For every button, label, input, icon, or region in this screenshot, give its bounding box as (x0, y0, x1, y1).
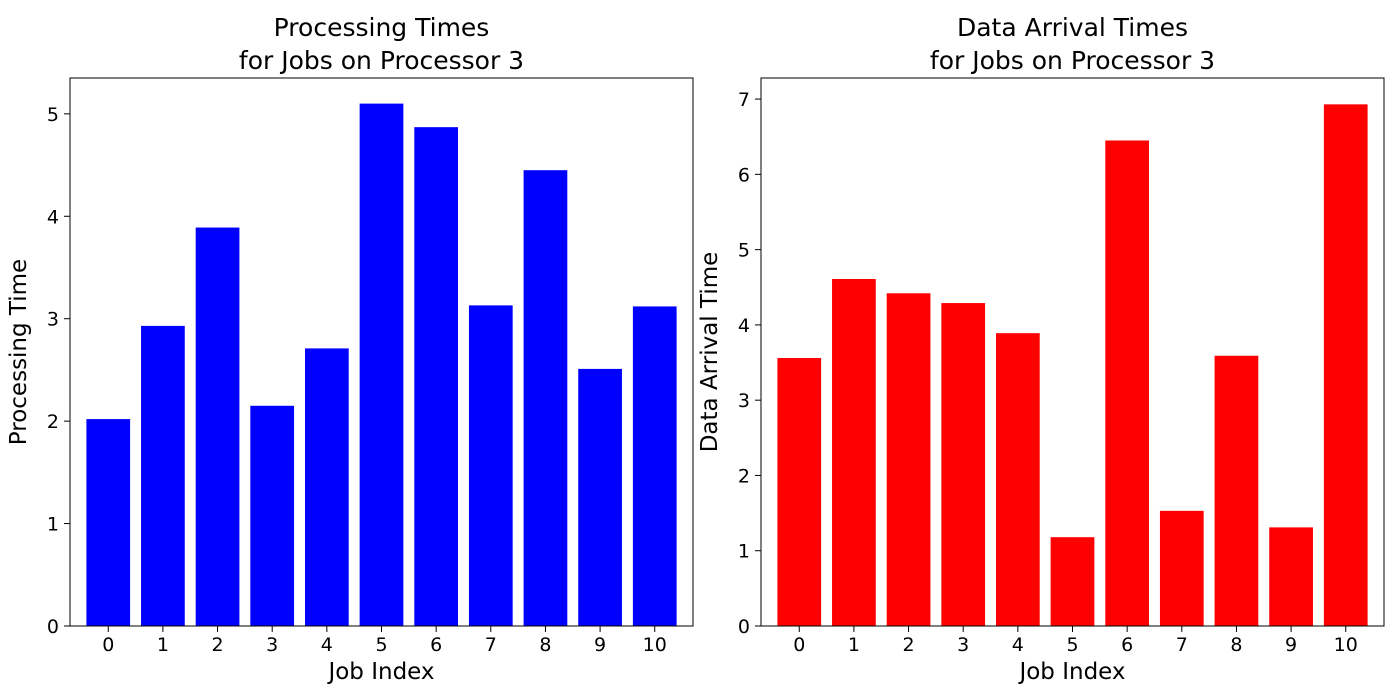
y-tick-label: 4 (738, 315, 750, 337)
bar-job-0 (86, 419, 131, 626)
chart-title-line-1: Data Arrival Times (957, 13, 1188, 42)
x-tick-label: 7 (1176, 634, 1188, 656)
y-axis-ticks: 0 1 2 3 4 5 6 7 (738, 89, 761, 638)
bar-job-5 (359, 103, 404, 626)
y-tick-label: 2 (738, 465, 750, 487)
x-tick-label: 3 (266, 634, 278, 656)
bar-job-3 (941, 303, 986, 626)
x-tick-label: 1 (157, 634, 169, 656)
bar-job-10 (1323, 104, 1368, 627)
chart-title-line-1: Processing Times (274, 13, 490, 42)
bar-job-8 (1214, 355, 1259, 626)
x-tick-label: 5 (1066, 634, 1078, 656)
bar-job-0 (777, 358, 822, 626)
bar-job-7 (1159, 510, 1204, 626)
bar-job-9 (1269, 527, 1313, 626)
x-tick-label: 0 (793, 634, 805, 656)
data-arrival-times-chart: Data Arrival Times for Jobs on Processor… (697, 13, 1385, 685)
bar-job-8 (523, 170, 568, 626)
y-tick-label: 0 (47, 616, 59, 638)
bar-job-7 (468, 305, 513, 626)
x-tick-label: 6 (1121, 634, 1133, 656)
y-tick-label: 7 (738, 89, 750, 111)
y-tick-label: 5 (738, 240, 750, 262)
y-tick-label: 3 (47, 309, 59, 331)
y-tick-label: 1 (738, 541, 750, 563)
bar-job-2 (886, 293, 931, 626)
bar-job-1 (832, 278, 876, 626)
y-axis-label: Processing Time (6, 259, 32, 445)
chart-title-line-2: for Jobs on Processor 3 (239, 46, 524, 75)
x-tick-label: 7 (485, 634, 497, 656)
x-tick-label: 2 (212, 634, 224, 656)
bar-group (777, 104, 1368, 627)
y-tick-label: 5 (47, 104, 59, 126)
x-axis-label: Job Index (326, 659, 434, 685)
y-tick-label: 0 (738, 616, 750, 638)
bar-job-1 (141, 325, 185, 626)
bar-group (86, 103, 677, 626)
x-tick-label: 8 (539, 634, 551, 656)
bar-job-10 (632, 306, 677, 626)
x-tick-label: 3 (957, 634, 969, 656)
bar-job-2 (195, 227, 240, 626)
bar-job-5 (1050, 537, 1095, 626)
bar-job-4 (995, 333, 1040, 626)
y-tick-label: 4 (47, 206, 59, 228)
bar-job-6 (414, 127, 459, 626)
chart-title-line-2: for Jobs on Processor 3 (930, 46, 1215, 75)
y-tick-label: 1 (47, 514, 59, 536)
x-tick-label: 4 (1012, 634, 1024, 656)
x-tick-label: 0 (102, 634, 114, 656)
x-tick-label: 6 (430, 634, 442, 656)
x-tick-label: 10 (643, 634, 667, 656)
x-axis-ticks: 0 1 2 3 4 5 6 7 8 9 10 (102, 626, 667, 656)
x-tick-label: 8 (1230, 634, 1242, 656)
bar-job-9 (578, 368, 622, 626)
y-tick-label: 6 (738, 164, 750, 186)
x-tick-label: 4 (321, 634, 333, 656)
y-axis-label: Data Arrival Time (697, 252, 723, 453)
x-tick-label: 5 (375, 634, 387, 656)
y-axis-ticks: 0 1 2 3 4 5 (47, 104, 70, 638)
y-tick-label: 2 (47, 411, 59, 433)
x-tick-label: 1 (848, 634, 860, 656)
processing-times-chart: Processing Times for Jobs on Processor 3… (6, 13, 694, 685)
x-tick-label: 2 (903, 634, 915, 656)
bar-job-3 (250, 405, 295, 626)
bar-job-4 (304, 348, 349, 626)
x-axis-ticks: 0 1 2 3 4 5 6 7 8 9 10 (793, 626, 1358, 656)
x-tick-label: 10 (1334, 634, 1358, 656)
x-tick-label: 9 (594, 634, 606, 656)
x-tick-label: 9 (1285, 634, 1297, 656)
x-axis-label: Job Index (1017, 659, 1125, 685)
bar-job-6 (1105, 140, 1150, 626)
y-tick-label: 3 (738, 390, 750, 412)
